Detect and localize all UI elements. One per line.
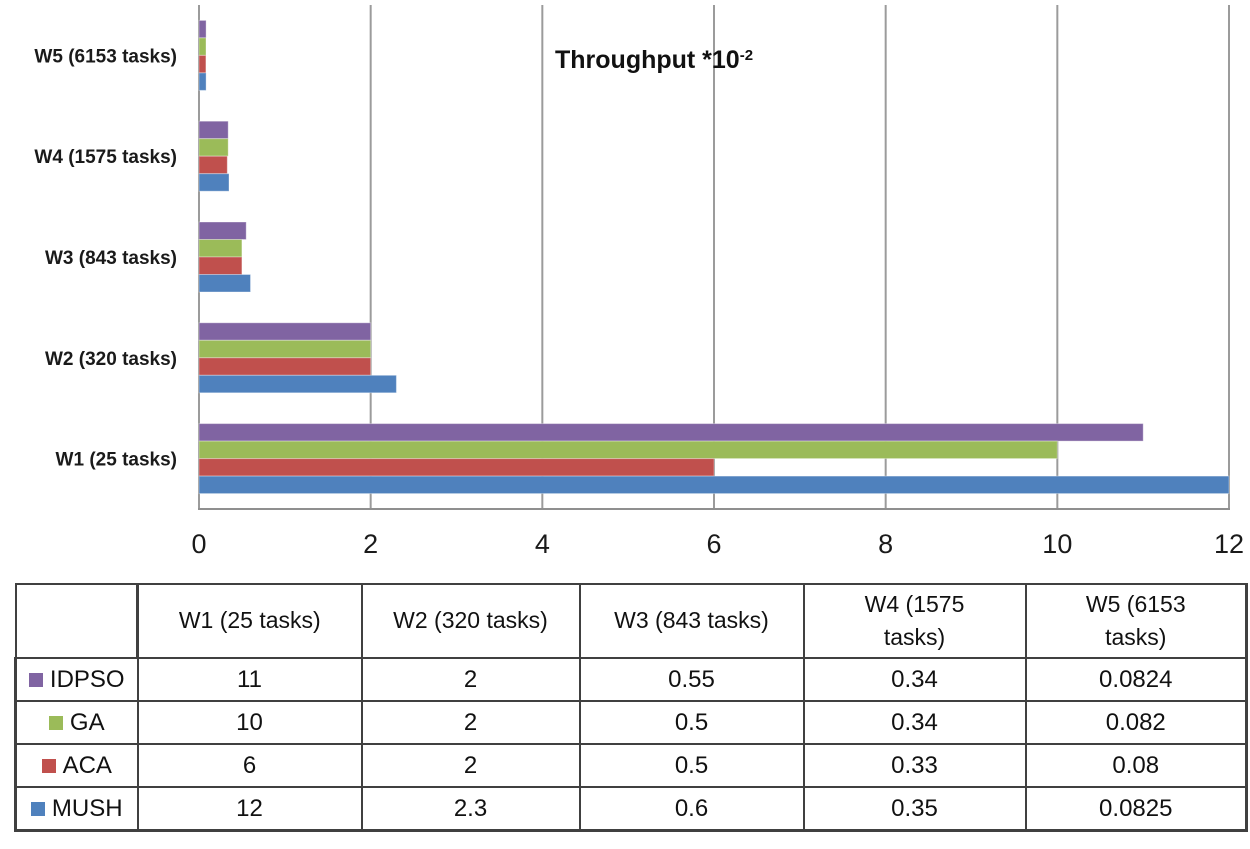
x-tick-label-4: 4	[535, 529, 550, 559]
category-label-w2: W2 (320 tasks)	[45, 349, 177, 370]
table-row-ga: GA 10 2 0.5 0.34 0.082	[14, 700, 1248, 745]
bar-ga-w4	[198, 138, 229, 157]
x-tick-label-2: 2	[363, 529, 378, 559]
bar-idpso-w5	[198, 19, 207, 39]
series-name-label: MUSH	[51, 794, 123, 822]
series-name-label: GA	[69, 708, 105, 736]
x-tick-label-12: 12	[1214, 529, 1244, 559]
legend-swatch-aca	[41, 758, 56, 773]
x-tick-label-8: 8	[878, 529, 893, 559]
value-cell-mush-w2: 2.3	[360, 786, 581, 832]
category-label-w3: W3 (843 tasks)	[45, 248, 177, 269]
bar-mush-w4	[198, 173, 230, 192]
legend-swatch-ga	[48, 715, 63, 730]
column-header-w4: W4 (1575 tasks)	[802, 583, 1027, 659]
row-label-ga: GA	[14, 700, 139, 745]
column-header-w5: W5 (6153 tasks)	[1024, 583, 1248, 659]
bar-idpso-w4	[198, 120, 229, 140]
value-cell-mush-w4: 0.35	[802, 786, 1027, 832]
value-cell-aca-w4: 0.33	[802, 743, 1027, 788]
value-cell-aca-w2: 2	[360, 743, 581, 788]
row-label-mush: MUSH	[14, 786, 139, 832]
table-row-aca: ACA 6 2 0.5 0.33 0.08	[14, 743, 1248, 788]
column-header-label: W1 (25 tasks)	[178, 607, 321, 634]
legend-swatch-mush	[30, 801, 45, 816]
table-row-idpso: IDPSO 11 2 0.55 0.34 0.0824	[14, 657, 1248, 702]
series-name-label: ACA	[62, 751, 112, 779]
value-cell-aca-w1: 6	[136, 743, 363, 788]
x-tick-label-6: 6	[706, 529, 721, 559]
bar-aca-w4	[198, 155, 228, 175]
value-cell-idpso-w3: 0.55	[578, 657, 805, 702]
value-cell-ga-w1: 10	[136, 700, 363, 745]
results-table-header: W1 (25 tasks) W2 (320 tasks) W3 (843 tasks…	[14, 583, 1248, 659]
bar-mush-w1	[198, 475, 1230, 495]
x-tick-label-0: 0	[191, 529, 206, 559]
bar-idpso-w1	[198, 423, 1144, 442]
bar-idpso-w3	[198, 221, 247, 240]
bar-aca-w2	[198, 357, 372, 376]
bar-ga-w1	[198, 440, 1058, 460]
bar-aca-w3	[198, 256, 243, 275]
chart-title-exponent: -2	[739, 47, 754, 64]
throughput-bar-chart: W1 (25 tasks) W2 (320 tasks) W3 (843 tasks…	[34, 5, 1244, 559]
value-cell-mush-w1: 12	[136, 786, 363, 832]
column-header-label: W5 (6153 tasks)	[1085, 590, 1186, 650]
value-cell-idpso-w2: 2	[360, 657, 581, 702]
results-table-wrap: W1 (25 tasks) W2 (320 tasks) W3 (843 tasks…	[14, 583, 1248, 832]
value-cell-idpso-w5: 0.0824	[1024, 657, 1248, 702]
value-cell-ga-w4: 0.34	[802, 700, 1027, 745]
table-corner-cell	[14, 583, 139, 659]
category-label-w4: W4 (1575 tasks)	[34, 147, 177, 168]
chart-title-main: Throughput *10	[555, 46, 740, 74]
value-cell-aca-w3: 0.5	[578, 743, 805, 788]
value-cell-aca-w5: 0.08	[1024, 743, 1248, 788]
chart-title: Throughput *10-2	[555, 46, 753, 75]
value-cell-mush-w5: 0.0825	[1024, 786, 1248, 832]
table-row-mush: MUSH 12 2.3 0.6 0.35 0.0825	[14, 786, 1248, 832]
bar-ga-w3	[198, 239, 243, 258]
table-header-row: W1 (25 tasks) W2 (320 tasks) W3 (843 tasks…	[14, 583, 1248, 659]
bar-mush-w2	[198, 374, 397, 394]
row-label-idpso: IDPSO	[14, 657, 139, 702]
bar-aca-w5	[198, 54, 207, 74]
results-table: W1 (25 tasks) W2 (320 tasks) W3 (843 tasks…	[14, 583, 1248, 832]
x-tick-label-10: 10	[1042, 529, 1072, 559]
value-cell-mush-w3: 0.6	[578, 786, 805, 832]
results-table-body: IDPSO 11 2 0.55 0.34 0.0824 GA 10 2 0.5 0.34 0.082 A…	[14, 657, 1248, 832]
value-cell-ga-w2: 2	[360, 700, 581, 745]
value-cell-ga-w3: 0.5	[578, 700, 805, 745]
row-label-aca: ACA	[14, 743, 139, 788]
bar-idpso-w2	[198, 322, 372, 341]
legend-swatch-idpso	[28, 672, 43, 687]
column-header-w3: W3 (843 tasks)	[578, 583, 805, 659]
value-cell-ga-w5: 0.082	[1024, 700, 1248, 745]
column-header-w2: W2 (320 tasks)	[360, 583, 581, 659]
bar-aca-w1	[198, 458, 715, 477]
column-header-label: W3 (843 tasks)	[614, 607, 769, 634]
value-cell-idpso-w4: 0.34	[802, 657, 1027, 702]
category-label-w1: W1 (25 tasks)	[56, 450, 177, 471]
column-header-w1: W1 (25 tasks)	[136, 583, 363, 659]
value-cell-idpso-w1: 11	[136, 657, 363, 702]
bar-ga-w2	[198, 339, 372, 359]
bar-ga-w5	[198, 37, 207, 56]
bar-mush-w5	[198, 72, 207, 91]
category-label-w5: W5 (6153 tasks)	[34, 46, 177, 67]
column-header-label: W4 (1575 tasks)	[864, 590, 965, 650]
series-name-label: IDPSO	[49, 665, 125, 693]
bar-mush-w3	[198, 274, 251, 293]
column-header-label: W2 (320 tasks)	[393, 607, 548, 634]
